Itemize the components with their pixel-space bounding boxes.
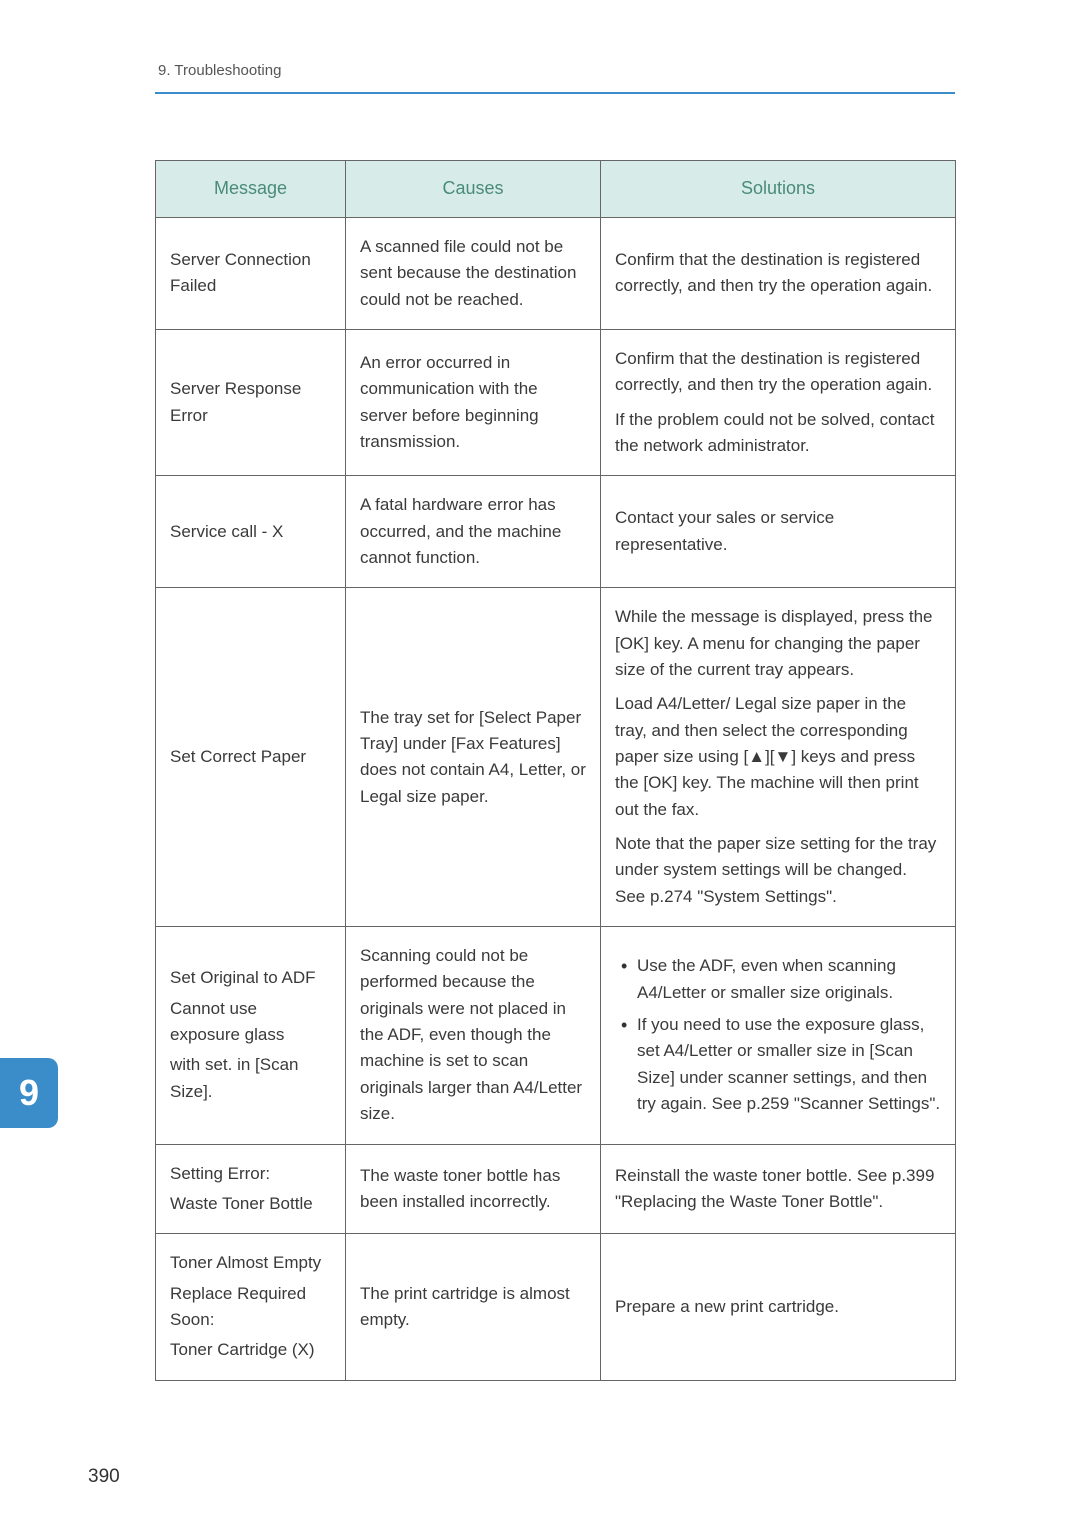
table-row: Server Response Error An error occurred i… — [156, 329, 956, 475]
message-line: Setting Error: — [170, 1161, 331, 1187]
cause-cell: A fatal hardware error has occurred, and… — [346, 476, 601, 588]
message-cell: Set Original to ADF Cannot use exposure g… — [156, 927, 346, 1144]
cause-cell: An error occurred in communication with … — [346, 329, 601, 475]
message-line: with set. in [Scan Size]. — [170, 1052, 331, 1105]
chapter-tab: 9 — [0, 1058, 58, 1128]
page-number: 390 — [88, 1466, 120, 1488]
breadcrumb: 9. Troubleshooting — [158, 62, 281, 79]
message-line: Toner Almost Empty — [170, 1250, 331, 1276]
message-line: Set Correct Paper — [170, 744, 331, 770]
message-line: Service call - X — [170, 519, 331, 545]
cause-cell: The print cartridge is almost empty. — [346, 1234, 601, 1380]
cause-cell: The tray set for [Select Paper Tray] und… — [346, 588, 601, 927]
cause-cell: The waste toner bottle has been installe… — [346, 1144, 601, 1234]
message-cell: Server Response Error — [156, 329, 346, 475]
message-cell: Service call - X — [156, 476, 346, 588]
col-header-causes: Causes — [346, 161, 601, 218]
table-row: Setting Error: Waste Toner Bottle The wast… — [156, 1144, 956, 1234]
message-cell: Toner Almost Empty Replace Required Soon:… — [156, 1234, 346, 1380]
solution-paragraph: Confirm that the destination is register… — [615, 247, 941, 300]
solution-paragraph: While the message is displayed, press th… — [615, 604, 941, 683]
solution-cell: While the message is displayed, press th… — [601, 588, 956, 927]
cause-cell: Scanning could not be performed because … — [346, 927, 601, 1144]
solution-paragraph: Contact your sales or service representa… — [615, 505, 941, 558]
solution-paragraph: Reinstall the waste toner bottle. See p.… — [615, 1163, 941, 1216]
solution-bullet-item: Use the ADF, even when scanning A4/Lette… — [615, 953, 941, 1006]
table-header-row: Message Causes Solutions — [156, 161, 956, 218]
table-row: Server Connection Failed A scanned file c… — [156, 217, 956, 329]
solution-paragraph: Note that the paper size setting for the… — [615, 831, 941, 910]
table-row: Service call - X A fatal hardware error h… — [156, 476, 956, 588]
col-header-message: Message — [156, 161, 346, 218]
solution-paragraph: Confirm that the destination is register… — [615, 346, 941, 399]
message-line: Server Response Error — [170, 376, 331, 429]
cause-cell: A scanned file could not be sent because… — [346, 217, 601, 329]
solution-cell: Confirm that the destination is register… — [601, 217, 956, 329]
solution-cell: Reinstall the waste toner bottle. See p.… — [601, 1144, 956, 1234]
message-line: Waste Toner Bottle — [170, 1191, 331, 1217]
message-cell: Setting Error: Waste Toner Bottle — [156, 1144, 346, 1234]
solution-cell: Prepare a new print cartridge. — [601, 1234, 956, 1380]
message-line: Toner Cartridge (X) — [170, 1337, 331, 1363]
col-header-solutions: Solutions — [601, 161, 956, 218]
table-row: Set Correct Paper The tray set for [Selec… — [156, 588, 956, 927]
solution-paragraph: Load A4/Letter/ Legal size paper in the … — [615, 691, 941, 823]
message-line: Replace Required Soon: — [170, 1281, 331, 1334]
solution-paragraph: Prepare a new print cartridge. — [615, 1294, 941, 1320]
table-row: Set Original to ADF Cannot use exposure g… — [156, 927, 956, 1144]
solution-cell: Contact your sales or service representa… — [601, 476, 956, 588]
message-cell: Server Connection Failed — [156, 217, 346, 329]
header-rule — [155, 92, 955, 94]
solution-cell: Use the ADF, even when scanning A4/Lette… — [601, 927, 956, 1144]
message-line: Server Connection Failed — [170, 247, 331, 300]
solution-bullet-item: If you need to use the exposure glass, s… — [615, 1012, 941, 1117]
troubleshooting-table: Message Causes Solutions Server Connecti… — [155, 160, 956, 1381]
solution-bullet-list: Use the ADF, even when scanning A4/Lette… — [615, 953, 941, 1117]
message-line: Set Original to ADF — [170, 965, 331, 991]
message-cell: Set Correct Paper — [156, 588, 346, 927]
solution-cell: Confirm that the destination is register… — [601, 329, 956, 475]
message-line: Cannot use exposure glass — [170, 996, 331, 1049]
table-row: Toner Almost Empty Replace Required Soon:… — [156, 1234, 956, 1380]
solution-paragraph: If the problem could not be solved, cont… — [615, 407, 941, 460]
